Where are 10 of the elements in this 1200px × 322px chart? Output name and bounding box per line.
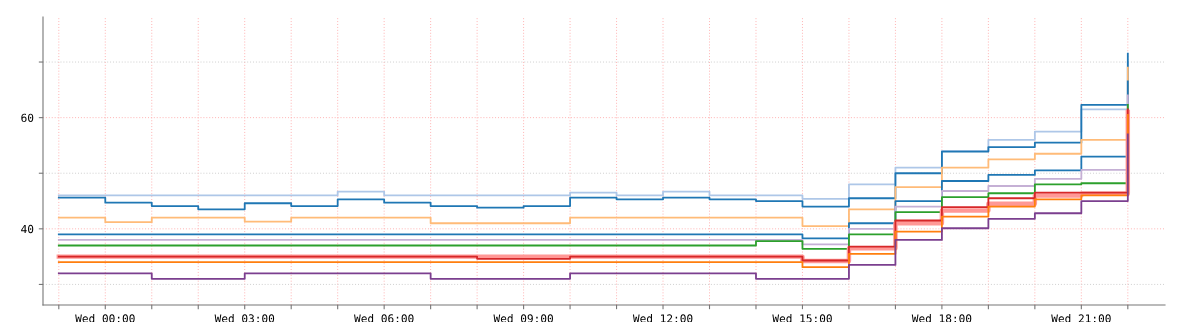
- x-tick-label: Wed 03:00: [214, 314, 275, 322]
- x-tick-label: Wed 15:00: [772, 314, 832, 322]
- x-tick-label: Wed 00:00: [75, 314, 135, 322]
- x-tick-label: Wed 18:00: [911, 314, 972, 322]
- x-tick-label: Wed 09:00: [493, 314, 553, 322]
- x-tick-label: Wed 06:00: [354, 314, 414, 322]
- y-tick-label: 60: [21, 113, 34, 123]
- y-tick-label: 40: [21, 224, 34, 234]
- x-tick-label: Wed 12:00: [632, 314, 693, 322]
- x-tick-label: Wed 21:00: [1051, 314, 1111, 322]
